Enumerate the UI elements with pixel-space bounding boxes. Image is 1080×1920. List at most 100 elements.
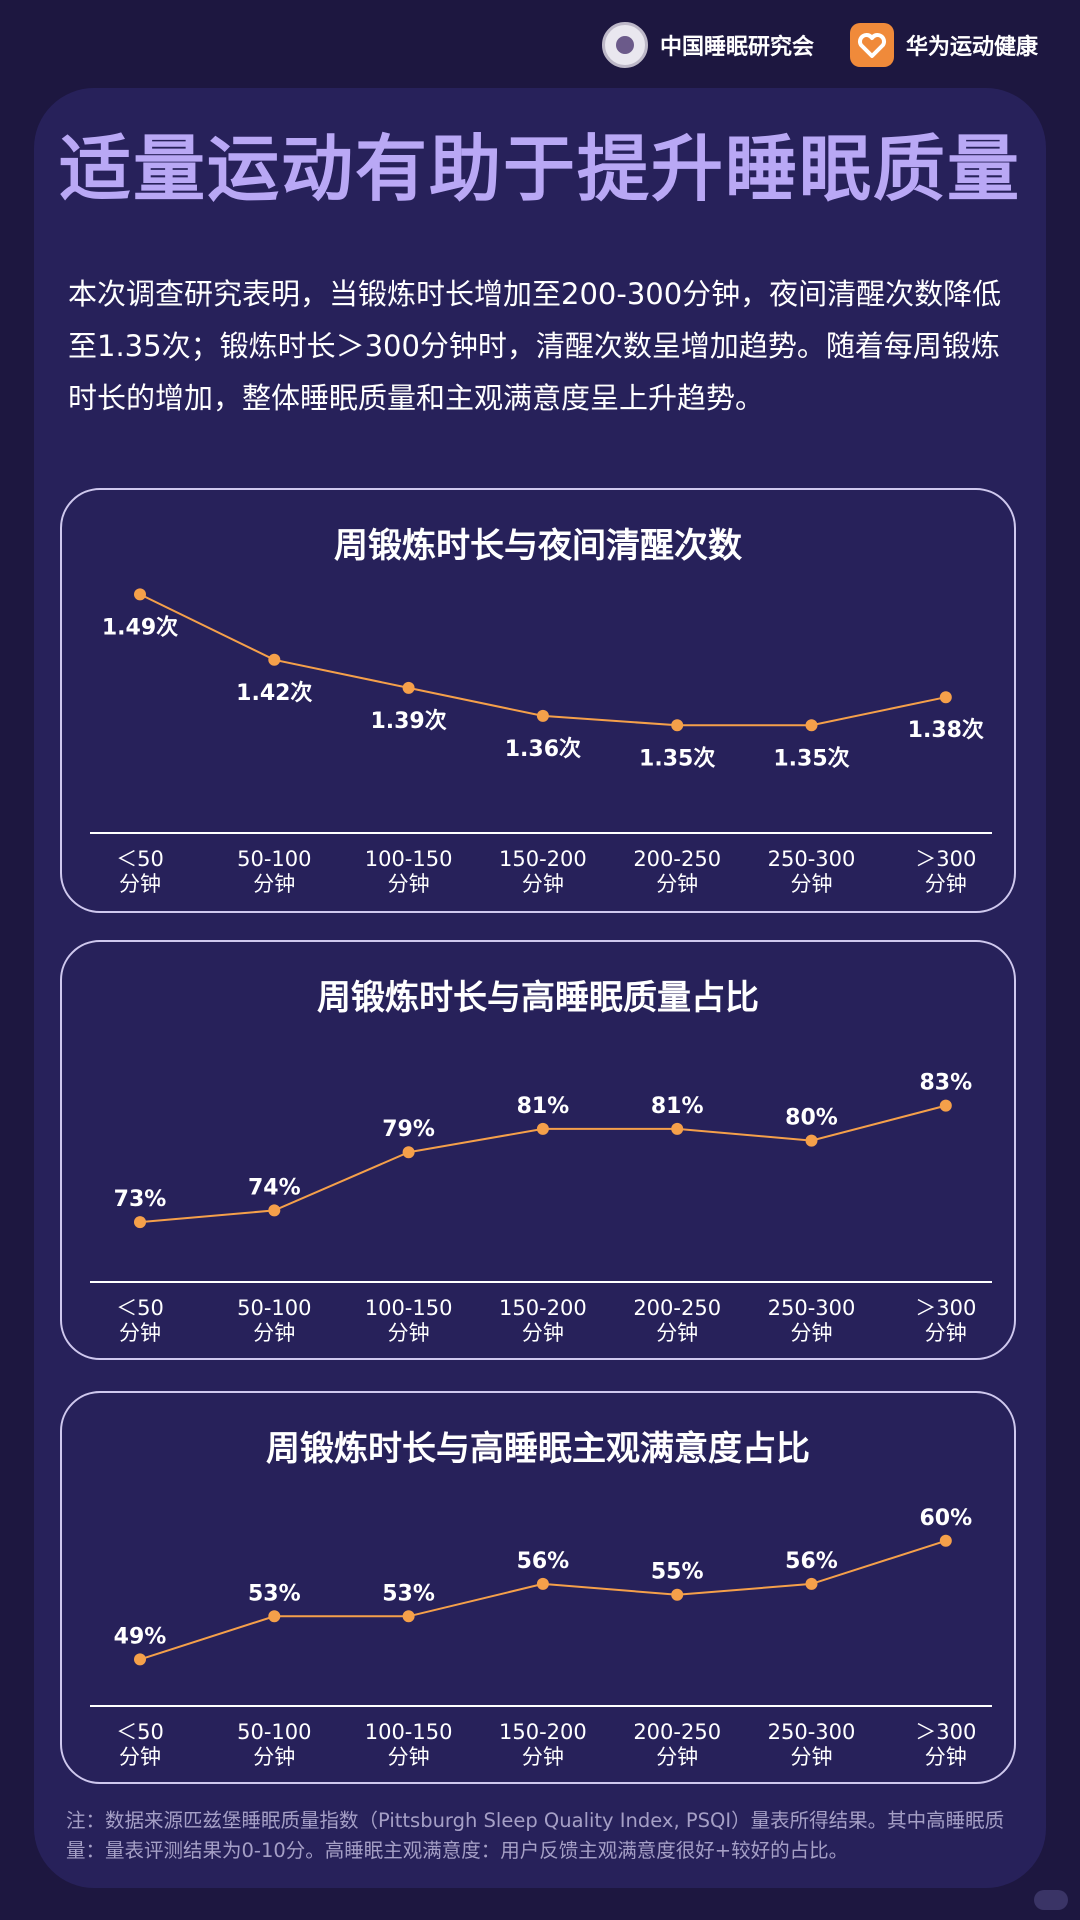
chart-awakenings: 1.49次＜50分钟1.42次50-100分钟1.39次100-150分钟1.3… bbox=[90, 588, 992, 896]
x-tick-label: 分钟 bbox=[253, 872, 295, 896]
data-point bbox=[134, 1653, 146, 1666]
x-tick-label: 分钟 bbox=[522, 1745, 564, 1769]
x-tick-label: 分钟 bbox=[925, 1745, 967, 1769]
data-label: 55% bbox=[651, 1560, 704, 1585]
x-tick-label: 分钟 bbox=[522, 1321, 564, 1345]
page-title: 适量运动有助于提升睡眠质量 bbox=[58, 127, 1021, 211]
data-point bbox=[671, 1122, 684, 1135]
x-tick-label: 50-100 bbox=[237, 1296, 311, 1320]
intro-paragraph: 本次调查研究表明，当锻炼时长增加至200-300分钟，夜间清醒次数降低至1.35… bbox=[68, 277, 1002, 415]
brand-name: 华为运动健康 bbox=[905, 35, 1038, 60]
data-label: 53% bbox=[382, 1581, 435, 1606]
data-point bbox=[805, 1134, 818, 1147]
x-tick-label: 分钟 bbox=[791, 872, 833, 896]
x-tick-label: 150-200 bbox=[499, 1720, 587, 1744]
chart-title: 周锻炼时长与高睡眠主观满意度占比 bbox=[266, 1429, 810, 1469]
x-tick-label: ＜50 bbox=[116, 1720, 164, 1744]
x-tick-label: 分钟 bbox=[656, 1745, 698, 1769]
x-tick-label: 分钟 bbox=[791, 1321, 833, 1345]
data-label: 49% bbox=[114, 1624, 167, 1649]
data-point bbox=[536, 709, 549, 722]
data-point bbox=[402, 681, 415, 694]
data-label: 81% bbox=[517, 1094, 570, 1119]
x-tick-label: 250-300 bbox=[768, 1296, 856, 1320]
x-tick-label: 分钟 bbox=[253, 1321, 295, 1345]
footnote: 注：数据来源匹兹堡睡眠质量指数（Pittsburgh Sleep Quality… bbox=[66, 1809, 1005, 1862]
data-point bbox=[805, 719, 818, 732]
x-tick-label: ＜50 bbox=[116, 1296, 164, 1320]
x-tick-label: 分钟 bbox=[925, 1321, 967, 1345]
data-point bbox=[134, 1216, 146, 1229]
data-point bbox=[268, 1204, 281, 1217]
x-tick-label: 分钟 bbox=[253, 1745, 295, 1769]
chart-sleep-quality: 73%＜50分钟74%50-100分钟79%100-150分钟81%150-20… bbox=[90, 1071, 992, 1345]
x-tick-label: 分钟 bbox=[388, 872, 430, 896]
data-label: 73% bbox=[114, 1187, 167, 1212]
org-seal-icon bbox=[601, 22, 648, 68]
x-tick-label: 分钟 bbox=[119, 1321, 161, 1345]
x-tick-label: 分钟 bbox=[388, 1321, 430, 1345]
x-tick-label: 100-150 bbox=[365, 1720, 453, 1744]
data-label: 83% bbox=[919, 1071, 972, 1096]
chart-title: 周锻炼时长与夜间清醒次数 bbox=[334, 526, 742, 566]
org-logo: 中国睡眠研究会 bbox=[601, 22, 814, 68]
data-label: 56% bbox=[517, 1549, 570, 1574]
data-label: 74% bbox=[248, 1175, 301, 1200]
x-tick-label: 200-250 bbox=[633, 1720, 721, 1744]
x-tick-label: ＞300 bbox=[915, 1296, 976, 1320]
data-label: 1.42次 bbox=[236, 680, 312, 706]
x-tick-label: 150-200 bbox=[499, 847, 587, 871]
x-tick-label: 分钟 bbox=[791, 1745, 833, 1769]
data-label: 60% bbox=[919, 1506, 972, 1531]
x-tick-label: 100-150 bbox=[365, 1296, 453, 1320]
x-tick-label: 分钟 bbox=[119, 872, 161, 896]
chart-title: 周锻炼时长与高睡眠质量占比 bbox=[317, 978, 759, 1018]
data-label: 80% bbox=[785, 1106, 838, 1131]
chart-satisfaction: 49%＜50分钟53%50-100分钟53%100-150分钟56%150-20… bbox=[90, 1506, 992, 1769]
chart-panel-satisfaction: 周锻炼时长与高睡眠主观满意度占比 49% ＜50 分钟 53% 50-100 分钟 53% 1… bbox=[60, 1391, 1016, 1784]
x-tick-label: 分钟 bbox=[925, 872, 967, 896]
x-tick-label: 分钟 bbox=[388, 1745, 430, 1769]
x-tick-label: 分钟 bbox=[656, 1321, 698, 1345]
x-tick-label: 250-300 bbox=[768, 847, 856, 871]
x-tick-label: 200-250 bbox=[633, 847, 721, 871]
chart-panel-sleep-quality: 周锻炼时长与高睡眠质量占比 73% ＜50 分钟 74% 50-100 分钟 79% 100-… bbox=[60, 940, 1016, 1360]
data-label: 53% bbox=[248, 1581, 301, 1606]
data-point bbox=[134, 588, 146, 601]
brand-logo: 华为运动健康 bbox=[849, 23, 1038, 67]
data-label: 1.39次 bbox=[370, 708, 446, 734]
x-tick-label: 分钟 bbox=[119, 1745, 161, 1769]
data-label: 1.35次 bbox=[773, 745, 849, 771]
header-logos: 中国睡眠研究会 华为运动健康 bbox=[601, 22, 1038, 68]
data-point bbox=[402, 1146, 415, 1159]
data-label: 56% bbox=[785, 1549, 838, 1574]
chart-panel-awakenings: 周锻炼时长与夜间清醒次数 1.49次 ＜50 分钟 1.42次 50-100 分钟 1.39… bbox=[60, 488, 1016, 913]
x-tick-label: ＞300 bbox=[915, 847, 976, 871]
data-point bbox=[268, 653, 281, 666]
x-tick-label: 200-250 bbox=[633, 1296, 721, 1320]
x-tick-label: 分钟 bbox=[656, 872, 698, 896]
data-label: 81% bbox=[651, 1094, 704, 1119]
heart-app-icon bbox=[849, 23, 894, 67]
x-tick-label: ＞300 bbox=[915, 1720, 976, 1744]
data-point bbox=[939, 1534, 952, 1547]
data-label: 1.36次 bbox=[505, 736, 581, 762]
x-tick-label: ＜50 bbox=[116, 847, 164, 871]
x-tick-label: 50-100 bbox=[237, 1720, 311, 1744]
data-point bbox=[939, 1099, 952, 1112]
x-tick-label: 50-100 bbox=[237, 847, 311, 871]
data-point bbox=[671, 1588, 684, 1601]
data-point bbox=[536, 1122, 549, 1135]
data-label: 1.38次 bbox=[908, 717, 984, 743]
data-label: 1.35次 bbox=[639, 745, 715, 771]
x-tick-label: 分钟 bbox=[522, 872, 564, 896]
data-label: 1.49次 bbox=[102, 614, 178, 640]
data-point bbox=[805, 1577, 818, 1590]
x-tick-label: 250-300 bbox=[768, 1720, 856, 1744]
x-tick-label: 150-200 bbox=[499, 1296, 587, 1320]
data-point bbox=[671, 719, 684, 732]
data-point bbox=[268, 1610, 281, 1623]
data-point bbox=[402, 1610, 415, 1623]
data-point bbox=[536, 1577, 549, 1590]
